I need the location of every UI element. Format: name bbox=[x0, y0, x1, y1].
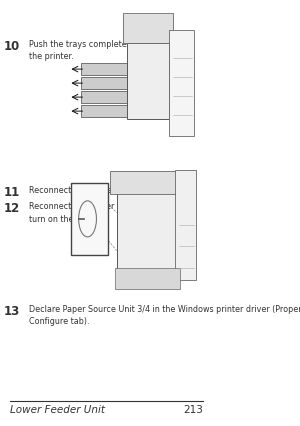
Text: Lower Feeder Unit: Lower Feeder Unit bbox=[10, 404, 105, 414]
FancyBboxPatch shape bbox=[169, 31, 194, 137]
Text: Reconnect all interface cables.: Reconnect all interface cables. bbox=[28, 185, 152, 195]
FancyBboxPatch shape bbox=[117, 194, 180, 270]
Text: 12: 12 bbox=[4, 201, 20, 215]
Text: 11: 11 bbox=[4, 185, 20, 199]
FancyBboxPatch shape bbox=[127, 44, 169, 120]
FancyBboxPatch shape bbox=[81, 106, 129, 118]
Text: Reconnect the power cord, and
turn on the printer.: Reconnect the power cord, and turn on th… bbox=[28, 201, 154, 223]
Text: 213: 213 bbox=[183, 404, 202, 414]
Text: Declare Paper Source Unit 3/4 in the Windows printer driver (Properties/
Configu: Declare Paper Source Unit 3/4 in the Win… bbox=[28, 304, 300, 325]
FancyBboxPatch shape bbox=[123, 14, 173, 44]
FancyBboxPatch shape bbox=[110, 172, 182, 195]
FancyBboxPatch shape bbox=[81, 78, 129, 90]
FancyBboxPatch shape bbox=[81, 64, 129, 76]
FancyBboxPatch shape bbox=[176, 171, 196, 281]
Text: Push the trays completely into
the printer.: Push the trays completely into the print… bbox=[28, 40, 151, 61]
Text: 10: 10 bbox=[4, 40, 20, 52]
FancyBboxPatch shape bbox=[70, 183, 108, 255]
FancyBboxPatch shape bbox=[115, 268, 180, 289]
Text: 13: 13 bbox=[4, 304, 20, 317]
FancyBboxPatch shape bbox=[81, 92, 129, 104]
